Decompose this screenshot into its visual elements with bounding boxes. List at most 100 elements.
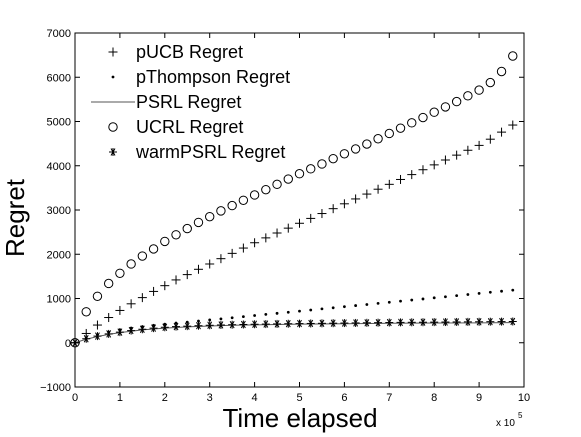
circle-shape [171, 230, 181, 240]
data-point [230, 316, 234, 320]
data-point [138, 325, 147, 334]
data-point [93, 332, 102, 341]
dot-shape [432, 296, 436, 300]
data-point [238, 243, 248, 253]
data-point [396, 174, 406, 184]
data-point [81, 307, 91, 317]
y-axis-label: Regret [0, 178, 30, 257]
data-point [466, 293, 470, 296]
data-point [160, 281, 170, 291]
data-point [115, 328, 124, 337]
data-point [298, 309, 301, 313]
legend-label: UCRL Regret [136, 117, 243, 137]
data-point [384, 128, 394, 139]
data-point [343, 305, 346, 309]
circle-shape [496, 66, 507, 77]
x-tick-label: 1 [117, 392, 123, 404]
data-point [193, 264, 203, 274]
circle-shape [429, 107, 439, 117]
circle-shape [272, 179, 282, 190]
circle-shape [440, 102, 451, 112]
dot-shape [286, 310, 290, 314]
data-point [429, 160, 439, 170]
dot-shape [444, 295, 447, 299]
data-point [104, 329, 113, 338]
data-point [137, 251, 148, 261]
x-tick-label: 4 [252, 392, 258, 404]
data-point [205, 259, 215, 269]
dot-shape [500, 289, 503, 293]
data-point [474, 140, 484, 150]
x-axis-label: Time elapsed [222, 403, 377, 433]
legend-label: warmPSRL Regret [135, 142, 285, 162]
data-point [395, 123, 406, 133]
data-point [127, 326, 136, 335]
legend-label: pThompson Regret [136, 67, 290, 87]
x-tick-label: 0 [72, 392, 78, 404]
dot-shape [241, 315, 245, 319]
data-point [193, 217, 204, 228]
circle-shape [126, 259, 136, 269]
data-point [148, 244, 159, 254]
dot-shape [365, 303, 369, 306]
legend-marker [111, 75, 115, 79]
data-point [216, 320, 225, 329]
data-point [205, 211, 215, 222]
data-point [317, 159, 327, 169]
dot-shape [309, 308, 313, 312]
x-scale-exponent: 5 [518, 411, 523, 420]
legend: pUCB Regret pThompson Regret PSRL Regret UC… [91, 42, 290, 162]
x-tick-label: 10 [518, 392, 530, 404]
data-point [283, 174, 293, 184]
data-point [351, 194, 361, 204]
data-point [82, 334, 91, 343]
data-point [273, 319, 282, 328]
circle-shape [92, 291, 103, 301]
circle-shape [249, 190, 260, 200]
y-tick-label: 1000 [47, 294, 71, 306]
data-point [115, 305, 125, 315]
circle-shape [339, 149, 350, 159]
dot-shape [264, 313, 268, 316]
data-point [511, 288, 515, 292]
dot-shape [208, 318, 212, 322]
data-point [362, 318, 371, 327]
circle-shape [362, 139, 372, 149]
circle-shape [238, 195, 249, 205]
data-point [354, 304, 358, 307]
data-point [261, 320, 270, 329]
circle-shape [115, 268, 125, 278]
legend-item: warmPSRL Regret [109, 142, 285, 162]
data-point [219, 317, 223, 321]
circle-shape [328, 153, 338, 164]
data-point [373, 134, 383, 144]
circle-shape [81, 307, 91, 317]
dot-shape [421, 297, 425, 301]
data-point [253, 314, 256, 317]
data-point [418, 112, 428, 123]
dot-shape [455, 294, 459, 298]
data-point [328, 153, 338, 164]
x-tick-label: 6 [341, 392, 347, 404]
data-point [331, 306, 335, 310]
legend-marker [108, 122, 118, 132]
data-point [373, 184, 383, 194]
data-point [250, 320, 259, 329]
data-point [205, 321, 214, 330]
data-point [508, 51, 518, 61]
circle-shape [261, 184, 271, 195]
data-point [497, 127, 507, 137]
data-point [508, 317, 517, 326]
legend-item: UCRL Regret [108, 117, 243, 137]
data-point [160, 236, 170, 247]
data-point [171, 275, 181, 285]
data-point [463, 145, 473, 155]
dot-shape [387, 300, 391, 304]
data-point [418, 318, 427, 327]
legend-marker [109, 148, 117, 156]
circle-shape [451, 96, 462, 107]
data-point [362, 139, 372, 149]
y-tick-label: 4000 [47, 161, 71, 173]
data-point [430, 318, 439, 327]
data-point [197, 319, 200, 323]
